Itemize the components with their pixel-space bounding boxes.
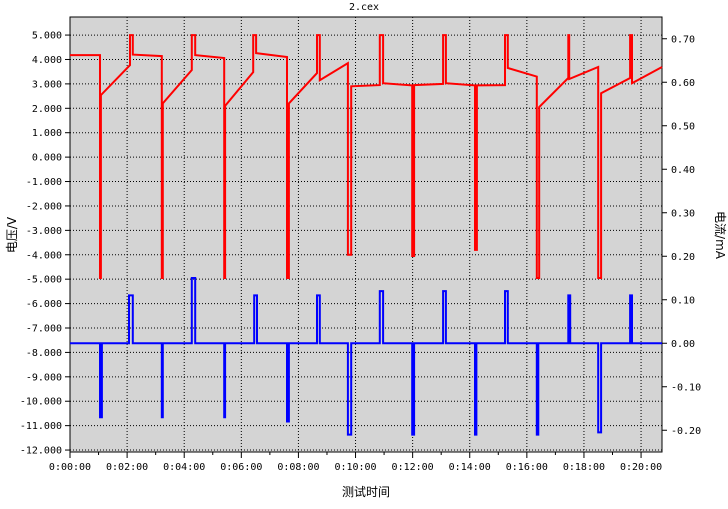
- y-tick-label: -1.000: [26, 177, 62, 188]
- y-tick-label: 3.000: [32, 79, 62, 90]
- x-axis: 0:00:00 0:02:00 0:04:00 0:06:00 0:08:00 0:10:…: [49, 452, 662, 473]
- y-tick-label: -6.000: [26, 299, 62, 310]
- y2-tick-label: 0.40: [671, 165, 695, 176]
- x-tick-label: 0:16:00: [506, 462, 548, 473]
- y2-tick-label: 0.30: [671, 208, 695, 219]
- y2-tick-label: 0.10: [671, 295, 695, 306]
- y2-tick-label: 0.50: [671, 121, 695, 132]
- y2-axis-label: 电流/mA: [713, 211, 727, 260]
- y-tick-label: -3.000: [26, 226, 62, 237]
- y2-tick-label: 0.60: [671, 78, 695, 89]
- y-tick-label: -8.000: [26, 348, 62, 359]
- x-tick-label: 0:10:00: [334, 462, 376, 473]
- y-axis-label: 电压/V: [5, 216, 19, 253]
- y-axis-right: 0.70 0.60 0.50 0.40 0.30 0.20 0.10 0.00 -0.10 -0.…: [662, 34, 701, 437]
- y-tick-label: -7.000: [26, 323, 62, 334]
- y-tick-label: -5.000: [26, 275, 62, 286]
- y-tick-label: -4.000: [26, 250, 62, 261]
- y-tick-label: -11.000: [20, 421, 62, 432]
- y-tick-label: -10.000: [20, 397, 62, 408]
- series-group: [70, 34, 663, 436]
- y-tick-label: 0.000: [32, 153, 62, 164]
- x-tick-label: 0:12:00: [392, 462, 434, 473]
- y2-tick-label: 0.70: [671, 34, 695, 45]
- y-tick-label: -9.000: [26, 372, 62, 383]
- y-tick-label: 1.000: [32, 128, 62, 139]
- x-tick-label: 0:14:00: [449, 462, 491, 473]
- y-tick-label: 2.000: [32, 104, 62, 115]
- y-axis-left: 5.000 4.000 3.000 2.000 1.000 0.000 -1.000 -2.0…: [20, 31, 70, 457]
- y2-tick-label: -0.20: [671, 426, 701, 437]
- y2-tick-label: 0.20: [671, 252, 695, 263]
- voltage-series-line: [70, 34, 663, 279]
- current-series-line: [70, 277, 662, 436]
- x-tick-label: 0:00:00: [49, 462, 91, 473]
- y2-tick-label: -0.10: [671, 382, 701, 393]
- x-axis-label: 测试时间: [342, 484, 390, 499]
- y-tick-label: 4.000: [32, 55, 62, 66]
- y-tick-label: -2.000: [26, 201, 62, 212]
- chart-title: 2.cex: [349, 2, 379, 13]
- x-tick-label: 0:04:00: [163, 462, 205, 473]
- x-tick-label: 0:20:00: [620, 462, 662, 473]
- y-tick-label: 5.000: [32, 31, 62, 42]
- y-tick-label: -12.000: [20, 446, 62, 457]
- x-tick-label: 0:06:00: [220, 462, 262, 473]
- x-tick-label: 0:18:00: [563, 462, 605, 473]
- plot-area: [69, 16, 663, 453]
- x-tick-label: 0:02:00: [106, 462, 148, 473]
- y2-tick-label: 0.00: [671, 339, 695, 350]
- x-tick-label: 0:08:00: [277, 462, 319, 473]
